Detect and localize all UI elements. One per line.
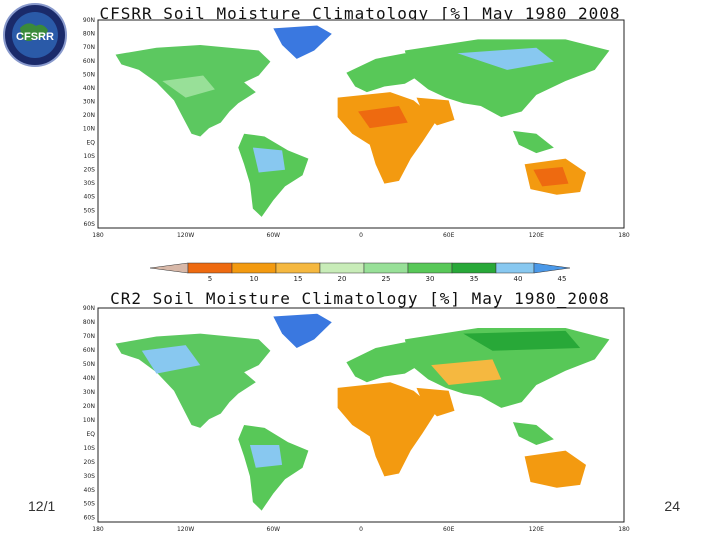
lat-tick-label: 50S <box>84 207 96 214</box>
lat-tick-label: 30S <box>84 473 96 480</box>
colorbar-tick-label: 5 <box>208 275 212 283</box>
lat-tick-label: 60N <box>83 347 95 354</box>
colorbar-tick-label: 45 <box>558 275 567 283</box>
lat-tick-label: 80N <box>83 319 95 326</box>
lat-tick-label: 30N <box>83 389 95 396</box>
lat-tick-label: 30S <box>84 180 96 187</box>
lat-tick-label: EQ <box>86 431 95 438</box>
lat-tick-label: 20S <box>84 459 96 466</box>
lat-tick-label: 20S <box>84 166 96 173</box>
colorbar: 5 10 15 20 25 30 35 40 45 <box>149 262 571 283</box>
lat-tick-label: 70N <box>83 333 95 340</box>
map-title-cr2: CR2 Soil Moisture Climatology [%] May 19… <box>110 289 610 308</box>
map-land-cr2 <box>115 313 610 511</box>
lon-tick-label: 180 <box>618 526 630 533</box>
cfsrr-logo: CFSRR <box>2 2 68 68</box>
lat-tick-label: EQ <box>86 139 95 146</box>
lon-tick-label: 60E <box>443 526 455 533</box>
lon-tick-label: 180 <box>92 232 104 239</box>
lat-tick-label: 70N <box>83 44 95 51</box>
colorbar-tick-label: 40 <box>514 275 523 283</box>
lat-tick-label: 50N <box>83 361 95 368</box>
colorbar-segment <box>407 262 453 274</box>
lon-tick-label: 60E <box>443 232 455 239</box>
lon-tick-label: 60W <box>267 526 281 533</box>
lat-tick-label: 60S <box>84 515 96 522</box>
colorbar-segment <box>319 262 365 274</box>
colorbar-segment <box>187 262 233 274</box>
colorbar-tick-label: 10 <box>250 275 259 283</box>
logo-text: CFSRR <box>16 31 54 43</box>
lat-tick-label: 10S <box>84 153 96 160</box>
lon-tick-label: 120W <box>177 526 194 533</box>
lat-tick-label: 50N <box>83 71 95 78</box>
lat-tick-label: 80N <box>83 31 95 38</box>
lat-tick-label: 10N <box>83 126 95 133</box>
lat-tick-label: 90N <box>83 305 95 312</box>
lat-tick-label: 20N <box>83 112 95 119</box>
map-panel-cfsrr <box>97 19 625 229</box>
lat-tick-label: 60N <box>83 58 95 65</box>
colorbar-tick-label: 20 <box>338 275 347 283</box>
colorbar-tick-label: 35 <box>470 275 479 283</box>
lat-tick-label: 20N <box>83 403 95 410</box>
lat-tick-label: 40N <box>83 85 95 92</box>
lon-tick-label: 120W <box>177 232 194 239</box>
colorbar-segment <box>231 262 277 274</box>
lat-tick-label: 10S <box>84 445 96 452</box>
lon-tick-label: 120E <box>529 232 544 239</box>
lon-tick-label: 60W <box>267 232 281 239</box>
colorbar-segment <box>495 262 535 274</box>
colorbar-segment <box>451 262 497 274</box>
map-panel-cr2 <box>97 307 625 523</box>
lon-tick-label: 180 <box>92 526 104 533</box>
colorbar-segment <box>149 262 189 274</box>
lat-tick-label: 90N <box>83 17 95 24</box>
colorbar-tick-label: 15 <box>294 275 303 283</box>
lat-tick-label: 40S <box>84 487 96 494</box>
lat-tick-label: 40S <box>84 194 96 201</box>
slide-number: 24 <box>664 498 680 514</box>
lon-tick-label: 120E <box>529 526 544 533</box>
map-land-cfsrr <box>115 25 610 217</box>
map-title-cfsrr: CFSRR Soil Moisture Climatology [%] May … <box>99 4 621 23</box>
lon-tick-label: 0 <box>359 526 363 533</box>
colorbar-segment <box>363 262 409 274</box>
lon-tick-label: 0 <box>359 232 363 239</box>
lon-tick-label: 180 <box>618 232 630 239</box>
colorbar-segment <box>275 262 321 274</box>
lat-tick-label: 30N <box>83 99 95 106</box>
lat-tick-label: 60S <box>84 221 96 228</box>
colorbar-tick-label: 25 <box>382 275 391 283</box>
colorbar-tick-label: 30 <box>426 275 435 283</box>
lat-tick-label: 50S <box>84 501 96 508</box>
colorbar-segment <box>533 262 571 274</box>
lat-tick-label: 40N <box>83 375 95 382</box>
slide-date: 12/1 <box>28 498 56 514</box>
lat-tick-label: 10N <box>83 417 95 424</box>
